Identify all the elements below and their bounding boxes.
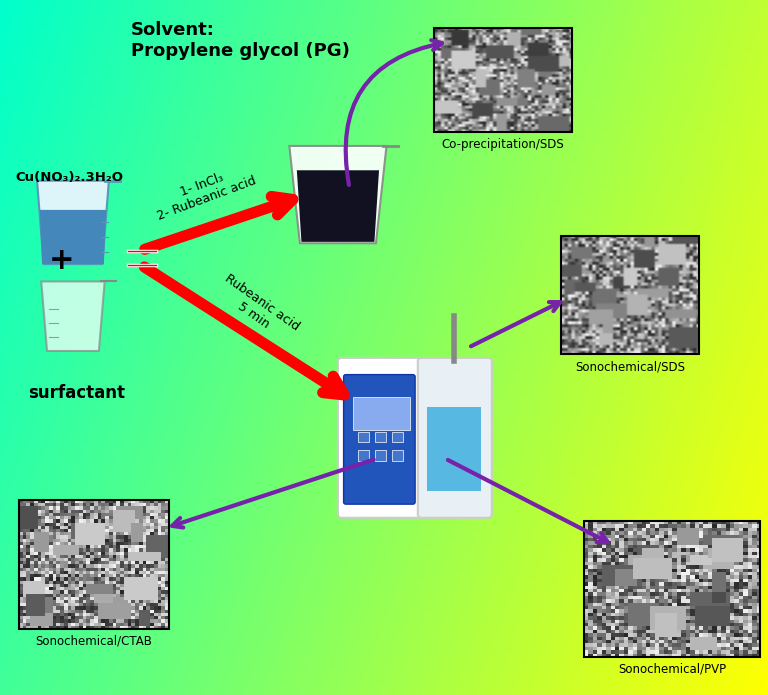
FancyBboxPatch shape <box>343 375 415 504</box>
Bar <box>392 432 402 443</box>
Text: surfactant: surfactant <box>28 384 125 402</box>
Polygon shape <box>37 181 109 264</box>
Text: +: + <box>48 246 74 275</box>
Text: Sonochemical/SDS: Sonochemical/SDS <box>574 360 685 373</box>
Polygon shape <box>40 210 106 264</box>
Bar <box>392 450 402 461</box>
FancyBboxPatch shape <box>338 358 422 518</box>
FancyBboxPatch shape <box>418 358 492 518</box>
Bar <box>392 414 402 424</box>
Bar <box>359 450 369 461</box>
Bar <box>375 432 386 443</box>
Text: Cu(NO₃)₂.3H₂O: Cu(NO₃)₂.3H₂O <box>15 171 123 184</box>
Bar <box>434 28 572 132</box>
Bar <box>584 521 760 657</box>
Text: Co-precipitation/SDS: Co-precipitation/SDS <box>442 138 564 151</box>
Bar <box>359 414 369 424</box>
Text: Sonochemical/CTAB: Sonochemical/CTAB <box>35 635 153 648</box>
Bar <box>359 432 369 443</box>
Text: Solvent:
Propylene glycol (PG): Solvent: Propylene glycol (PG) <box>131 21 349 60</box>
Polygon shape <box>290 146 386 243</box>
Bar <box>375 414 386 424</box>
Polygon shape <box>296 170 379 242</box>
Text: Rubeanic acid
5 min: Rubeanic acid 5 min <box>214 272 302 346</box>
Bar <box>353 397 410 430</box>
Polygon shape <box>41 281 104 351</box>
Bar <box>19 500 169 629</box>
Bar <box>427 407 482 491</box>
Bar <box>375 450 386 461</box>
Text: Sonochemical/PVP: Sonochemical/PVP <box>618 662 726 676</box>
Bar <box>561 236 699 354</box>
Text: 1- InCl₃
2- Rubeanic acid: 1- InCl₃ 2- Rubeanic acid <box>151 161 258 223</box>
